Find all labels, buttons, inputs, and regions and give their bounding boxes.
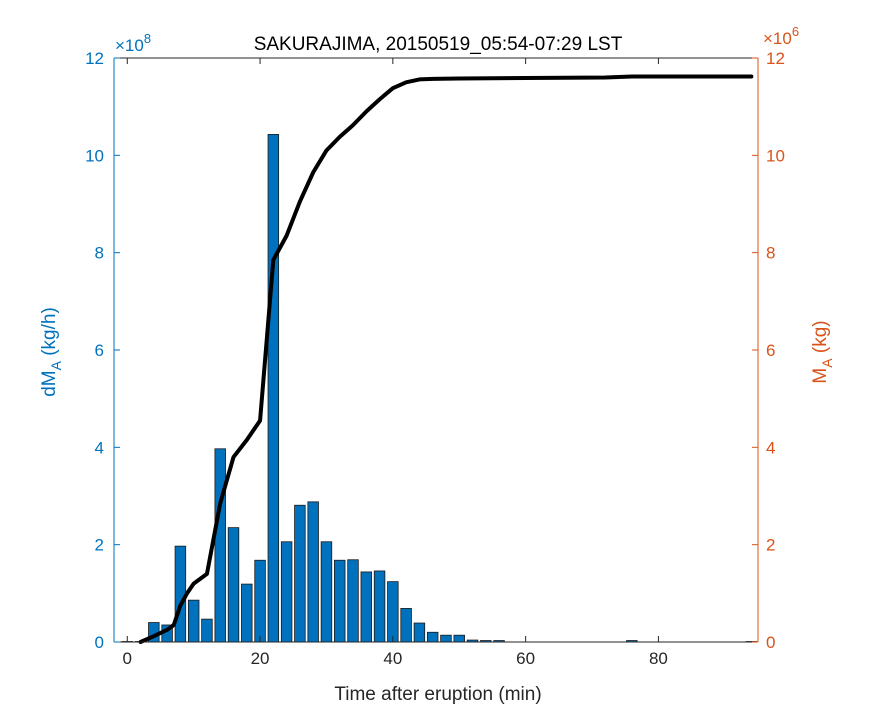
bar-24 (440, 634, 452, 643)
x-tick-label-4: 80 (649, 649, 668, 668)
bar-22 (413, 622, 426, 643)
right-axis-multiplier-exp: 6 (792, 24, 799, 39)
bar-15 (320, 541, 333, 643)
left-axis-label-sub: A (48, 360, 64, 370)
x-tick-label-1: 20 (251, 649, 270, 668)
right-axis-label-main: M (810, 368, 831, 384)
bar-25 (453, 634, 465, 643)
bar-16 (334, 559, 346, 643)
x-axis-label: Time after eruption (min) (334, 684, 541, 705)
x-tick-label-0: 0 (123, 649, 132, 668)
right-axis-multiplier-base: ×10 (763, 29, 792, 48)
chart-title: SAKURAJIMA, 20150519_05:54-07:29 LST (254, 34, 623, 55)
bar-11 (267, 134, 280, 643)
right-axis-multiplier: ×106 (763, 24, 799, 48)
bar-13 (294, 504, 306, 643)
axes: 0 20 40 60 80 0 2 4 6 8 10 12 0 2 4 6 8 10 12 (85, 49, 785, 668)
bar-19 (373, 570, 386, 643)
bar-6 (201, 618, 213, 643)
bar-8 (227, 527, 240, 643)
x-tick-label-3: 60 (516, 649, 535, 668)
x-tick-label-2: 40 (383, 649, 402, 668)
right-tick-label-0: 0 (766, 633, 775, 652)
left-axis-multiplier-base: ×10 (115, 36, 144, 55)
line-series (138, 74, 754, 644)
bar-20 (387, 581, 399, 643)
left-tick-label-1: 2 (95, 536, 104, 555)
left-axis-multiplier-exp: 8 (144, 31, 151, 46)
left-axis-multiplier: ×108 (115, 31, 151, 55)
left-axis-label-unit: (kg/h) (39, 307, 60, 361)
right-axis-label-unit: (kg) (810, 320, 831, 358)
bar-10 (254, 559, 266, 643)
bar-9 (241, 583, 253, 643)
bar-18 (360, 571, 373, 643)
left-tick-label-2: 4 (95, 438, 104, 457)
right-tick-label-3: 6 (766, 341, 775, 360)
left-axis-label: dMA (kg/h) (39, 307, 64, 397)
cumulative-mass-line (138, 74, 754, 644)
bar-12 (280, 541, 293, 643)
right-tick-label-4: 8 (766, 244, 775, 263)
right-tick-label-2: 4 (766, 438, 775, 457)
left-tick-label-4: 8 (95, 244, 104, 263)
bar-14 (307, 501, 319, 643)
bar-4 (174, 545, 187, 643)
right-axis-label: MA (kg) (810, 320, 835, 383)
right-tick-label-1: 2 (766, 536, 775, 555)
bar-21 (400, 608, 412, 643)
right-axis-label-sub: A (819, 358, 835, 368)
right-tick-label-5: 10 (766, 146, 785, 165)
bar-5 (187, 599, 200, 643)
left-tick-label-3: 6 (95, 341, 104, 360)
bar-23 (426, 631, 439, 643)
right-tick-label-6: 12 (766, 49, 785, 68)
left-axis-label-main: dM (39, 370, 60, 396)
left-tick-label-0: 0 (95, 633, 104, 652)
bar-17 (347, 559, 359, 643)
left-tick-label-6: 12 (85, 49, 104, 68)
left-tick-label-5: 10 (85, 146, 104, 165)
bar-7 (214, 448, 226, 643)
